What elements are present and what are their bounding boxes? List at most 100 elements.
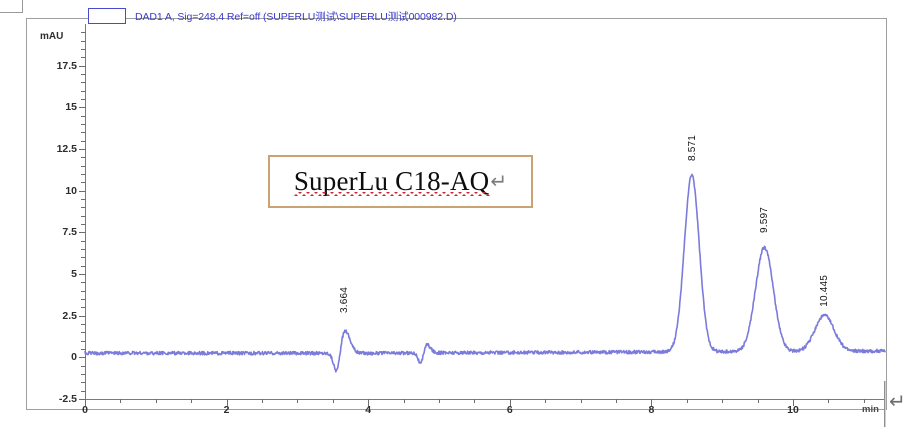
y-axis-minor-tick bbox=[81, 90, 86, 92]
y-axis-minor-tick bbox=[81, 324, 86, 325]
y-axis-tick bbox=[79, 274, 86, 275]
x-axis-minor-tick bbox=[120, 399, 122, 403]
x-axis-minor-tick bbox=[580, 399, 582, 403]
legend-color-swatch bbox=[88, 8, 126, 24]
spellcheck-underline bbox=[293, 192, 490, 196]
y-axis-minor-tick bbox=[81, 99, 86, 100]
y-axis-minor-tick bbox=[81, 74, 86, 75]
annotation-inner: SuperLu C18-AQ↵ bbox=[292, 166, 509, 197]
x-axis-minor-tick bbox=[155, 399, 157, 403]
x-axis-minor-tick bbox=[332, 399, 334, 403]
x-axis-tick-label: 10 bbox=[787, 404, 799, 416]
x-axis-tick-label: 8 bbox=[648, 404, 655, 416]
x-axis-minor-tick bbox=[757, 399, 759, 403]
y-axis-minor-tick bbox=[81, 282, 86, 284]
y-axis-minor-tick bbox=[81, 265, 86, 267]
x-axis-tick bbox=[226, 399, 228, 406]
legend: DAD1 A, Sig=248,4 Ref=off (SUPERLU测试\SUP… bbox=[88, 8, 457, 24]
y-axis-tick-label: 12.5 bbox=[56, 143, 77, 155]
annotation-label: SuperLu C18-AQ bbox=[293, 166, 490, 196]
peak-retention-time-label: 9.597 bbox=[759, 207, 771, 234]
y-axis-minor-tick bbox=[81, 224, 86, 225]
x-axis-minor-tick bbox=[191, 399, 193, 403]
x-axis-tick-label: 2 bbox=[223, 404, 230, 416]
signal-trace-line bbox=[84, 173, 886, 373]
crop-mark bbox=[0, 0, 23, 13]
legend-label: DAD1 A, Sig=248,4 Ref=off (SUPERLU测试\SUP… bbox=[135, 10, 457, 23]
y-axis-tick bbox=[79, 190, 86, 192]
x-axis-unit-label: min bbox=[862, 404, 879, 415]
y-axis-minor-tick bbox=[81, 215, 86, 217]
x-axis-tick bbox=[509, 399, 511, 406]
x-axis-minor-tick bbox=[615, 399, 617, 403]
peak-retention-time-label: 3.664 bbox=[339, 287, 351, 314]
y-axis-minor-tick bbox=[81, 374, 86, 375]
y-axis-minor-tick bbox=[81, 307, 86, 309]
x-axis-tick bbox=[651, 399, 653, 406]
y-axis-line bbox=[85, 24, 86, 399]
y-axis-tick-label: -2.5 bbox=[58, 393, 77, 405]
y-axis-minor-tick bbox=[81, 199, 86, 200]
y-axis-tick bbox=[79, 357, 86, 359]
y-axis-minor-tick bbox=[81, 382, 86, 384]
y-axis-tick-label: 0 bbox=[71, 351, 77, 364]
x-axis-minor-tick bbox=[828, 399, 830, 403]
x-axis-minor-tick bbox=[474, 399, 476, 403]
peak-retention-time-label: 8.571 bbox=[686, 134, 698, 161]
y-axis-tick-label: 15 bbox=[65, 101, 77, 114]
x-axis-minor-tick bbox=[545, 399, 547, 403]
annotation-textbox[interactable]: SuperLu C18-AQ↵ bbox=[268, 155, 533, 208]
x-axis-minor-tick bbox=[722, 399, 724, 403]
x-axis-tick-label: 4 bbox=[365, 404, 372, 416]
y-axis-minor-tick bbox=[81, 32, 86, 34]
y-axis-tick bbox=[79, 107, 86, 109]
right-edge-rule bbox=[884, 381, 886, 427]
x-axis-tick bbox=[792, 399, 794, 406]
return-symbol-icon: ↵ bbox=[490, 168, 508, 193]
y-axis-minor-tick bbox=[81, 240, 86, 242]
y-axis-tick-label: 10 bbox=[65, 184, 77, 197]
y-axis-unit-label: mAU bbox=[40, 31, 64, 42]
y-axis-minor-tick bbox=[81, 390, 86, 392]
y-axis-minor-tick bbox=[81, 207, 86, 209]
y-axis-tick bbox=[79, 315, 86, 317]
x-axis-tick-label: 0 bbox=[82, 404, 88, 416]
y-axis-minor-tick bbox=[81, 140, 86, 142]
y-axis-minor-tick bbox=[81, 340, 86, 342]
x-axis-line bbox=[85, 399, 885, 400]
y-axis-minor-tick bbox=[81, 115, 86, 117]
y-axis-tick-label: 2.5 bbox=[62, 309, 77, 322]
y-axis-tick bbox=[79, 149, 86, 150]
y-axis-tick bbox=[79, 65, 86, 67]
y-axis-minor-tick bbox=[81, 57, 86, 59]
x-axis-minor-tick bbox=[261, 399, 263, 403]
y-axis-minor-tick bbox=[81, 165, 86, 167]
y-axis-minor-tick bbox=[81, 174, 86, 175]
page-return-symbol-icon: ↵ bbox=[889, 389, 906, 413]
y-axis-minor-tick bbox=[81, 49, 86, 50]
y-axis-minor-tick bbox=[81, 249, 86, 250]
x-axis-tick bbox=[85, 399, 86, 406]
y-axis-minor-tick bbox=[81, 82, 86, 84]
peak-retention-time-label: 10.445 bbox=[819, 275, 831, 308]
x-axis-minor-tick bbox=[686, 399, 688, 403]
y-axis-minor-tick bbox=[81, 257, 86, 259]
y-axis-tick-label: 5 bbox=[71, 268, 77, 280]
y-axis-minor-tick bbox=[81, 365, 86, 367]
x-axis-tick-label: 6 bbox=[506, 404, 513, 416]
y-axis-tick bbox=[79, 399, 86, 400]
y-axis-minor-tick bbox=[81, 157, 86, 159]
y-axis-minor-tick bbox=[81, 349, 86, 350]
y-axis-minor-tick bbox=[81, 182, 86, 184]
y-axis-tick bbox=[79, 232, 86, 234]
x-axis-minor-tick bbox=[297, 399, 299, 403]
x-axis-minor-tick bbox=[403, 399, 405, 403]
y-axis-minor-tick bbox=[81, 40, 86, 42]
y-axis-minor-tick bbox=[81, 290, 86, 292]
y-axis-minor-tick bbox=[81, 299, 86, 300]
y-axis-minor-tick bbox=[81, 124, 86, 125]
x-axis-minor-tick bbox=[438, 399, 440, 403]
y-axis-minor-tick bbox=[81, 332, 86, 334]
